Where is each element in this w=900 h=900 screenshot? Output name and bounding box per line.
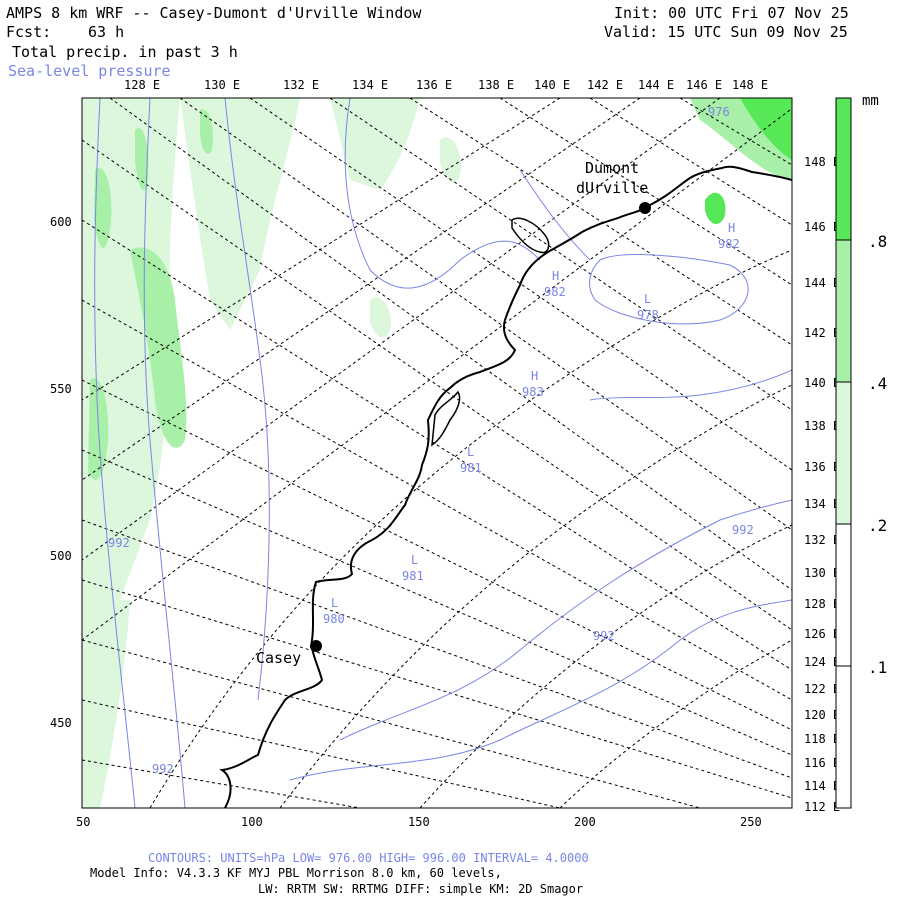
right-lon-label: 126 E [804, 627, 841, 641]
x-axis-label: 200 [574, 815, 596, 829]
pressure-label: 992 [152, 762, 174, 776]
right-lon-label: 136 E [804, 460, 841, 474]
pressure-label: 983 [522, 385, 544, 399]
right-lon-label: 118 E [804, 732, 841, 746]
top-lon-label: 136 E [416, 78, 453, 92]
pressure-label: 981 [460, 461, 482, 475]
durville-station-label: dUrville [576, 179, 648, 197]
pressure-label-group: 976 H 982 H 982 L 978 H 983 L 981 L 981 … [108, 105, 754, 776]
dumont-station-label: Dumont [585, 159, 639, 177]
top-lon-label: 128 E [124, 78, 161, 92]
right-lon-label: 148 E [804, 155, 841, 169]
field-name: Total precip. in past 3 h [12, 43, 238, 61]
right-lon-label: 124 E [804, 655, 841, 669]
overlay-name: Sea-level pressure [8, 62, 171, 80]
right-lon-label: 122 E [804, 682, 841, 696]
top-lon-label: 144 E [638, 78, 675, 92]
pressure-contours [94, 98, 792, 808]
right-lon-label: 138 E [804, 419, 841, 433]
right-lon-label: 134 E [804, 497, 841, 511]
legend-swatch-lightest [836, 524, 851, 666]
coastline-inner [431, 390, 461, 447]
x-axis-label: 250 [740, 815, 762, 829]
legend-swatch-mid [836, 240, 851, 382]
dumont-durville-station-marker [639, 202, 651, 214]
x-axis-label: 100 [241, 815, 263, 829]
casey-station-marker [310, 640, 322, 652]
precip-shading [82, 98, 792, 808]
map-frame [81, 97, 793, 809]
right-lon-label: 112 E [804, 800, 841, 814]
contour-info: CONTOURS: UNITS=hPa LOW= 976.00 HIGH= 99… [148, 851, 589, 865]
coastline [219, 165, 792, 808]
right-lon-label: 120 E [804, 708, 841, 722]
legend-tick: .1 [868, 658, 888, 677]
casey-station-label: Casey [256, 649, 301, 667]
x-axis-label: 50 [76, 815, 91, 829]
legend-tick: .2 [868, 516, 888, 535]
coastline-island [511, 217, 550, 254]
pressure-label: 992 [593, 629, 615, 643]
init-time: Init: 00 UTC Fri 07 Nov 25 [614, 4, 849, 22]
top-lon-label: 148 E [732, 78, 769, 92]
pressure-label: 982 [544, 285, 566, 299]
legend-swatch-none [836, 666, 851, 808]
legend-tick: .4 [868, 374, 888, 393]
pressure-label: 992 [732, 523, 754, 537]
x-axis-label: 150 [408, 815, 430, 829]
precip-legend [835, 97, 852, 809]
right-lon-label: 144 E [804, 276, 841, 290]
pressure-low-marker: L [467, 445, 474, 459]
top-lon-label: 130 E [204, 78, 241, 92]
pressure-low-marker: L [644, 292, 651, 306]
y-axis-label: 500 [50, 549, 72, 563]
pressure-label: 980 [323, 612, 345, 626]
pressure-label: 982 [718, 237, 740, 251]
pressure-label: 992 [108, 536, 130, 550]
pressure-label: 978 [637, 308, 659, 322]
top-lon-label: 146 E [686, 78, 723, 92]
pressure-high-marker: H [531, 369, 538, 383]
legend-tick: .8 [868, 232, 888, 251]
valid-time: Valid: 15 UTC Sun 09 Nov 25 [604, 23, 848, 41]
legend-swatch-light [836, 382, 851, 524]
right-lon-label: 130 E [804, 566, 841, 580]
top-lon-label: 132 E [283, 78, 320, 92]
pressure-high-marker: H [728, 221, 735, 235]
top-lon-label: 138 E [478, 78, 515, 92]
pressure-label: 981 [402, 569, 424, 583]
top-lon-label: 142 E [587, 78, 624, 92]
physics-info: LW: RRTM SW: RRTMG DIFF: simple KM: 2D S… [258, 882, 584, 896]
pressure-label: 976 [708, 105, 730, 119]
forecast-hours: 63 h [88, 23, 125, 41]
right-lon-label: 142 E [804, 326, 841, 340]
right-lon-label: 140 E [804, 376, 841, 390]
right-lon-label: 114 E [804, 779, 841, 793]
legend-unit: mm [862, 93, 879, 109]
pressure-low-marker: L [331, 596, 338, 610]
right-lon-label: 132 E [804, 533, 841, 547]
model-info: Model Info: V4.3.3 KF MYJ PBL Morrison 8… [90, 866, 502, 880]
right-lon-label: 146 E [804, 220, 841, 234]
station-label-group: Casey Dumont dUrville [256, 159, 648, 667]
top-lon-label: 134 E [352, 78, 389, 92]
y-axis-label: 450 [50, 716, 72, 730]
lat-lon-grid [82, 98, 792, 808]
pressure-high-marker: H [552, 269, 559, 283]
pressure-low-marker: L [411, 553, 418, 567]
y-axis-label: 550 [50, 382, 72, 396]
right-lon-label: 116 E [804, 756, 841, 770]
forecast-label: Fcst: [6, 23, 52, 41]
legend-swatch-heavy [836, 98, 851, 240]
map-title: AMPS 8 km WRF -- Casey-Dumont d'Urville … [6, 4, 422, 22]
y-axis-label: 600 [50, 215, 72, 229]
top-lon-label: 140 E [534, 78, 571, 92]
right-lon-label: 128 E [804, 597, 841, 611]
